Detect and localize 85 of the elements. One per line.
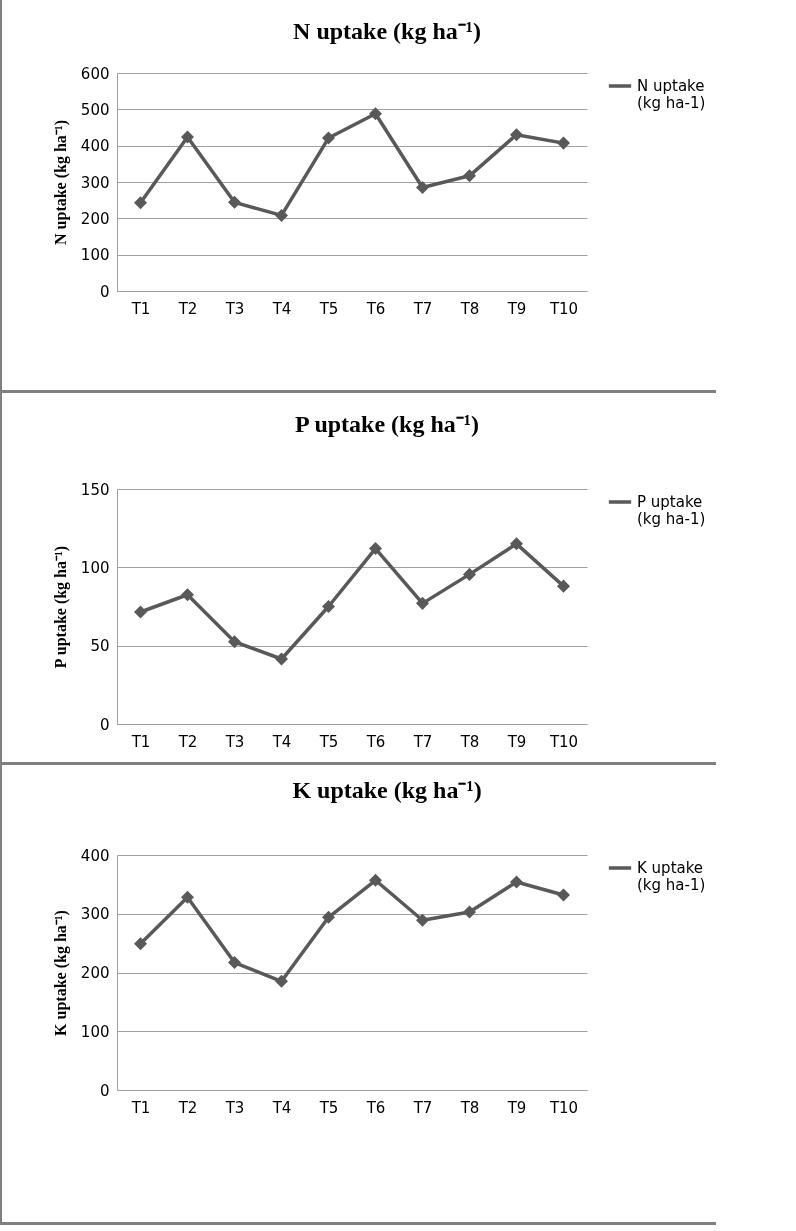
point (556, 579, 571, 593)
x-tick-label: T10 (548, 299, 579, 318)
x-tick-label: T3 (224, 732, 245, 751)
x-tick-label: T1 (130, 1098, 151, 1117)
chart-title: N uptake (kg ha⁻¹) (293, 18, 481, 44)
point (227, 635, 242, 649)
y-tick-label: 200 (80, 964, 110, 982)
y-tick-label: 300 (80, 905, 110, 924)
x-tick-label: T6 (365, 299, 386, 318)
point (133, 196, 148, 210)
point (368, 107, 383, 121)
y-tick-label: 0 (99, 282, 110, 301)
y-tick-label: 50 (90, 637, 110, 656)
x-tick-label: T6 (365, 732, 386, 751)
point (227, 195, 242, 209)
x-tick-label: T8 (459, 299, 480, 318)
point (509, 875, 524, 889)
x-tick-label: T7 (412, 732, 433, 751)
y-tick-label: 400 (80, 846, 110, 865)
y-tick-label: 0 (99, 715, 110, 734)
x-tick-label: T7 (412, 299, 433, 318)
point (462, 567, 477, 581)
point (415, 596, 430, 610)
y-tick-label: 100 (80, 558, 110, 577)
point (180, 130, 195, 144)
x-tick-label: T10 (548, 732, 579, 751)
point (321, 910, 336, 924)
point (133, 605, 148, 619)
x-tick-label: T4 (271, 1098, 292, 1117)
point (321, 131, 336, 145)
y-tick-label: 100 (80, 1022, 110, 1041)
y-tick-label: 200 (80, 209, 110, 228)
point (556, 136, 571, 150)
y-axis-title: N uptake (kg ha⁻¹) (51, 120, 70, 245)
point (133, 937, 148, 951)
point (180, 588, 195, 602)
x-tick-label: T9 (506, 299, 527, 318)
point (462, 169, 477, 183)
y-tick-label: 400 (80, 137, 110, 156)
x-tick-label: T9 (506, 1098, 527, 1117)
x-tick-label: T9 (506, 732, 527, 751)
y-tick-label: 300 (80, 173, 110, 192)
chart-title: P uptake (kg ha⁻¹) (295, 411, 479, 437)
chart-title: K uptake (kg ha⁻¹) (292, 777, 482, 803)
x-tick-label: T3 (224, 299, 245, 318)
x-tick-label: T4 (271, 732, 292, 751)
y-axis-title: K uptake (kg ha⁻¹) (51, 910, 70, 1036)
y-tick-label: 0 (99, 1081, 110, 1100)
point (556, 888, 571, 902)
x-tick-label: T2 (177, 732, 198, 751)
x-tick-label: T1 (130, 299, 151, 318)
x-tick-label: T6 (365, 1098, 386, 1117)
point (180, 890, 195, 904)
point (227, 955, 242, 970)
x-tick-label: T2 (177, 1098, 198, 1117)
point (274, 974, 289, 988)
x-tick-label: T1 (130, 732, 151, 751)
y-axis-title: P uptake (kg ha⁻¹) (51, 545, 70, 669)
x-tick-label: T3 (224, 1098, 245, 1117)
point (321, 599, 336, 614)
point (368, 873, 383, 887)
point (274, 652, 289, 666)
legend-label: N uptake (kg ha-1) (637, 77, 706, 112)
y-tick-label: 100 (80, 246, 110, 265)
point (415, 913, 430, 927)
point (368, 542, 383, 556)
x-tick-label: T2 (177, 299, 198, 318)
point (274, 208, 289, 222)
y-tick-label: 150 (80, 480, 110, 499)
point (462, 905, 477, 919)
point (509, 128, 524, 142)
point (509, 537, 524, 551)
x-tick-label: T7 (412, 1098, 433, 1117)
x-tick-label: T8 (459, 732, 480, 751)
y-tick-label: 600 (80, 64, 110, 83)
x-tick-label: T8 (459, 1098, 480, 1117)
x-tick-label: T10 (548, 1098, 579, 1117)
x-tick-label: T4 (271, 299, 292, 318)
x-tick-label: T5 (318, 299, 339, 318)
x-tick-label: T5 (318, 1098, 339, 1117)
legend-label: P uptake (kg ha-1) (637, 493, 706, 528)
y-tick-label: 500 (80, 100, 110, 119)
legend-label: K uptake (kg ha-1) (637, 859, 706, 894)
point (415, 180, 430, 194)
x-tick-label: T5 (318, 732, 339, 751)
